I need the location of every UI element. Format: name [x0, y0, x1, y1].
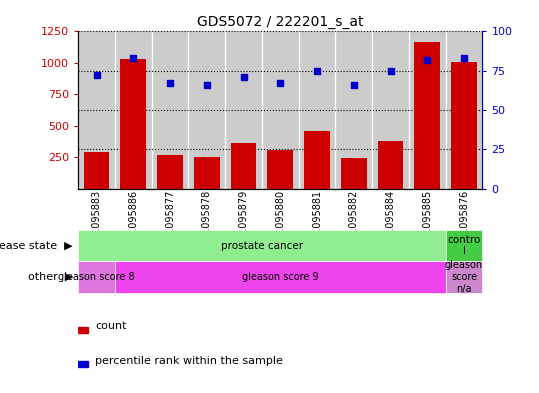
Text: gleason
score
n/a: gleason score n/a [445, 261, 483, 294]
Point [386, 68, 395, 74]
Point [423, 57, 432, 63]
Bar [78, 261, 115, 293]
Point [165, 80, 174, 86]
Point [239, 74, 248, 80]
Text: gleason score 8: gleason score 8 [58, 272, 135, 282]
Text: percentile rank within the sample: percentile rank within the sample [95, 356, 283, 365]
Point [203, 82, 211, 88]
Text: prostate cancer: prostate cancer [221, 241, 303, 251]
Point [129, 55, 137, 61]
Bar [267, 150, 293, 189]
Text: contro
l: contro l [447, 235, 481, 256]
Text: gleason score 9: gleason score 9 [242, 272, 319, 282]
Point [276, 80, 285, 86]
Bar [446, 230, 482, 261]
Bar [446, 261, 482, 293]
Bar [194, 156, 220, 189]
Point [460, 55, 468, 61]
Text: disease state  ▶: disease state ▶ [0, 241, 73, 251]
Bar [78, 362, 88, 367]
Point [92, 72, 101, 79]
Bar [84, 152, 109, 189]
Bar [78, 327, 88, 333]
Point [349, 82, 358, 88]
Bar [115, 261, 446, 293]
Bar [451, 62, 477, 189]
Bar [378, 141, 403, 189]
Bar [120, 59, 146, 189]
Text: other  ▶: other ▶ [27, 272, 73, 282]
Point [313, 68, 321, 74]
Title: GDS5072 / 222201_s_at: GDS5072 / 222201_s_at [197, 15, 363, 29]
Bar [157, 155, 183, 189]
Text: count: count [95, 321, 127, 331]
Bar [304, 131, 330, 189]
Bar [231, 143, 257, 189]
Bar [341, 158, 367, 189]
Bar [414, 42, 440, 189]
